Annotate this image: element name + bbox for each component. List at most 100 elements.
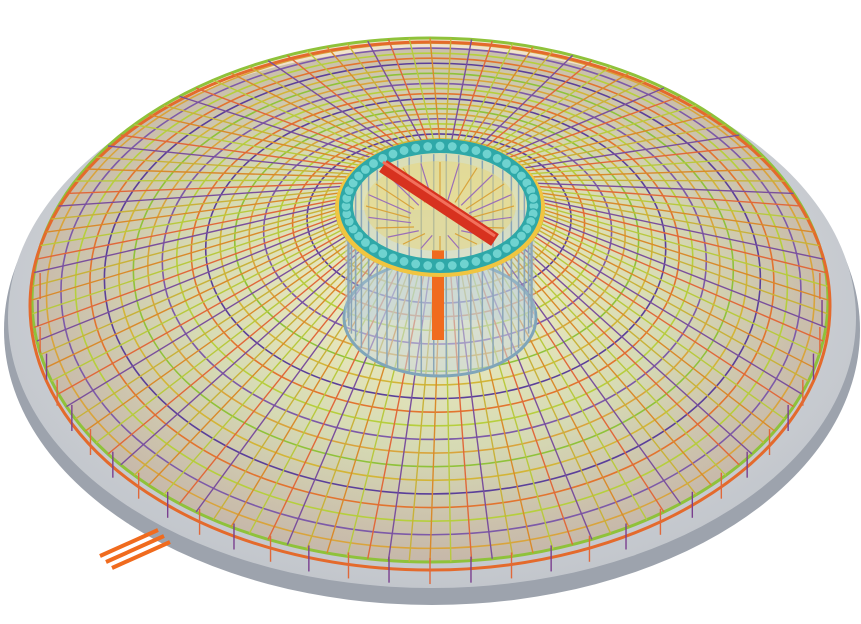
radial-bar: [542, 198, 824, 260]
hub-inner-line: [469, 205, 515, 219]
radial-bar: [513, 114, 712, 165]
radial-bar: [523, 248, 753, 455]
radial-bar: [248, 65, 394, 152]
hub-bead: [491, 152, 503, 164]
radial-bar: [95, 245, 354, 444]
radial-bar: [450, 39, 473, 145]
radial-bar: [537, 185, 802, 207]
hub-ring: [335, 139, 545, 277]
radial-bar: [133, 253, 364, 476]
radial-bar: [509, 258, 697, 496]
radial-bar: [326, 46, 414, 147]
radial-bars: [31, 37, 829, 563]
hub-inner-line: [368, 216, 412, 224]
radial-bar: [32, 212, 337, 315]
radial-bar: [85, 168, 350, 178]
radial-bar: [148, 114, 367, 165]
radial-bar: [58, 185, 343, 207]
radial-bar: [45, 226, 340, 369]
hub-bead: [491, 248, 503, 260]
radial-bar: [543, 209, 829, 301]
hub-inner-line: [375, 183, 415, 210]
hub-bead: [359, 163, 372, 176]
hub-bead: [470, 255, 482, 268]
hub-bead: [352, 170, 365, 182]
radial-bar: [367, 40, 425, 146]
hub-inner-line: [365, 205, 411, 219]
hub-inner-line: [465, 183, 505, 210]
radial-bar: [34, 202, 337, 274]
hub-bead: [434, 260, 446, 272]
radial-bar: [45, 192, 340, 233]
hub-bead: [458, 142, 470, 154]
radial-bar: [120, 251, 360, 466]
hub-beads: [340, 140, 540, 272]
radial-bar: [543, 202, 826, 274]
radial-bar: [429, 37, 441, 145]
radial-bar: [66, 182, 346, 195]
radial-bar: [520, 251, 740, 466]
radial-bar: [96, 156, 353, 175]
radial-bar: [163, 104, 371, 162]
radial-bar: [486, 65, 612, 152]
radial-bar: [306, 50, 409, 148]
hub-bead: [410, 142, 422, 154]
radial-bar: [543, 205, 828, 287]
radial-bar: [58, 233, 344, 395]
hub-inner-line: [447, 163, 460, 201]
hub-inner-lines: [365, 162, 515, 250]
radial-bar: [505, 95, 681, 160]
radial-bar: [36, 198, 338, 260]
hub-inner-line: [447, 234, 460, 249]
radial-bar: [212, 79, 384, 156]
radial-bar: [476, 54, 574, 149]
protruding-bars: [99, 528, 171, 570]
hub-inner-line: [402, 233, 426, 245]
radial-bar: [31, 209, 337, 301]
hub-inner-line: [375, 226, 415, 229]
hub-bead: [481, 252, 493, 264]
radial-bar: [230, 72, 389, 154]
radial-bar: [466, 46, 534, 147]
radial-bar: [513, 256, 712, 486]
radial-bar: [36, 219, 338, 342]
radial-bar: [524, 145, 753, 172]
radial-bar: [286, 54, 404, 149]
radial-bar: [107, 145, 356, 172]
radial-bar: [526, 245, 765, 444]
radial-bar: [32, 205, 337, 287]
hub-bead: [500, 242, 513, 255]
radial-bar: [51, 188, 342, 220]
hub-bead: [446, 140, 458, 153]
radial-bar: [532, 179, 785, 182]
radial-bar: [107, 248, 357, 455]
radial-bar: [509, 104, 697, 162]
hub-bead: [359, 236, 372, 249]
hub-bead: [377, 248, 389, 260]
radial-bar: [516, 253, 727, 476]
radial-bar: [496, 79, 648, 156]
radial-bar: [40, 195, 339, 247]
radial-bar: [178, 260, 376, 505]
radial-bar: [527, 156, 764, 175]
radial-bar: [543, 212, 828, 315]
radial-bar: [134, 123, 363, 167]
radial-bar: [195, 87, 380, 158]
radial-bar: [460, 43, 514, 146]
hub-bead: [481, 148, 493, 160]
radial-bar: [84, 242, 351, 432]
radial-bar: [541, 195, 820, 247]
hub-bead: [515, 230, 528, 242]
hub-bead: [398, 255, 410, 268]
hub-bead: [367, 242, 380, 255]
hub-inner-line: [468, 194, 512, 214]
radial-bar: [471, 50, 554, 148]
hub-bead: [422, 140, 434, 153]
radial-bar: [33, 216, 337, 329]
hub-bead: [446, 259, 458, 272]
hub-bead: [470, 144, 482, 157]
radial-bar: [267, 60, 399, 151]
radial-bar: [75, 179, 348, 182]
hub-inner-line: [454, 167, 478, 203]
